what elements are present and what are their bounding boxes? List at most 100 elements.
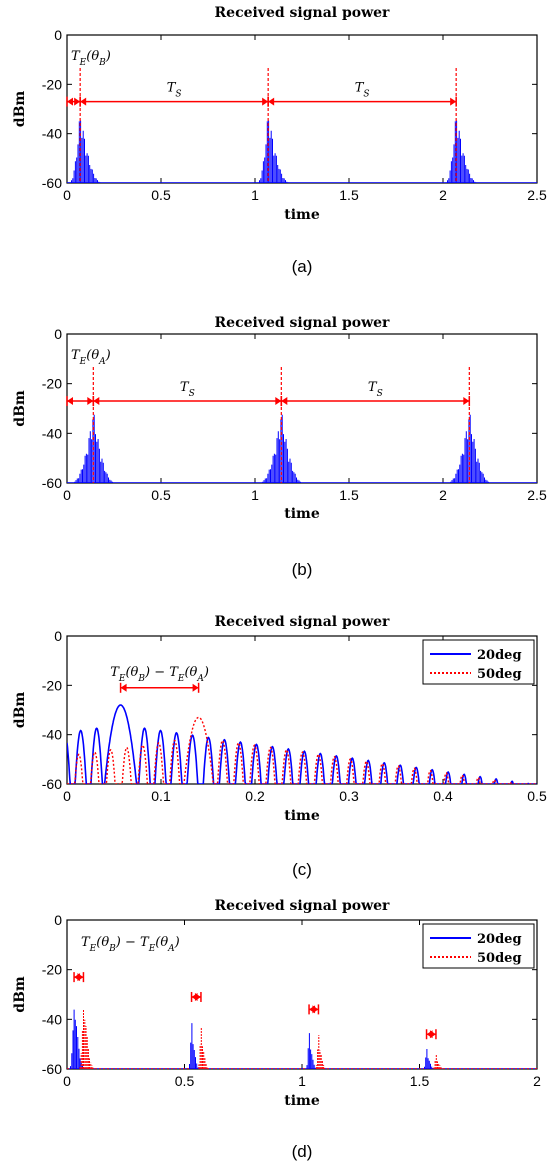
x-tick-label: 0 — [63, 187, 71, 203]
x-axis-label: time — [284, 207, 320, 223]
arrow-head — [87, 397, 94, 406]
x-tick-label: 0.3 — [339, 788, 359, 804]
x-tick-label: 2 — [533, 1073, 541, 1089]
pulse-burst — [445, 120, 478, 183]
plot-content — [67, 704, 537, 784]
y-tick-label: 0 — [54, 27, 62, 43]
arrow-head — [192, 683, 199, 692]
y-axis-label: dBm — [12, 91, 28, 128]
y-tick-label: -60 — [42, 475, 62, 491]
panel-caption: (c) — [292, 860, 312, 879]
x-tick-label: 0.4 — [433, 788, 453, 804]
panel-caption: (a) — [292, 257, 313, 276]
offset-annotation: TE(θA) — [71, 348, 111, 367]
y-tick-label: -60 — [42, 1061, 62, 1077]
x-tick-label: 0.5 — [527, 788, 547, 804]
arrow-head — [67, 97, 73, 106]
x-tick-label: 2.5 — [527, 487, 547, 503]
legend-label: 50deg — [477, 667, 522, 682]
delay-annotation: TE(θB) − TE(θA) — [110, 665, 209, 684]
x-tick-label: 0 — [63, 1073, 71, 1089]
x-tick-label: 2 — [439, 487, 447, 503]
x-tick-label: 1.5 — [410, 1073, 430, 1089]
arrow-head — [67, 397, 73, 406]
pulse-20deg — [189, 1023, 200, 1069]
pulse-50deg — [79, 1009, 95, 1069]
y-tick-label: -20 — [42, 76, 62, 92]
legend-box — [422, 923, 535, 969]
x-tick-label: 1 — [251, 487, 259, 503]
panel-d: Received signal power 0 0.5 1 1.5 2 0 -20 -40 -60… — [12, 898, 541, 1161]
pulse-burst — [257, 120, 290, 183]
x-tick-label: 0 — [63, 788, 71, 804]
offset-annotation: TE(θB) — [71, 49, 111, 68]
y-tick-label: 0 — [54, 912, 62, 928]
chart-title: Received signal power — [215, 898, 391, 914]
delay-annotation: TE(θB) − TE(θA) — [81, 935, 180, 954]
pulse-50deg — [315, 1035, 327, 1069]
y-tick-label: -60 — [42, 776, 62, 792]
x-tick-label: 1 — [298, 1073, 306, 1089]
x-tick-label: 0.1 — [151, 788, 171, 804]
y-tick-label: -60 — [42, 175, 62, 191]
arrow-head — [268, 97, 275, 106]
y-tick-label: 0 — [54, 326, 62, 342]
y-tick-label: -20 — [42, 376, 62, 392]
chart-title: Received signal power — [215, 614, 391, 630]
period-annotation: TS — [355, 81, 370, 100]
period-annotation: TS — [180, 380, 195, 399]
y-tick-label: -40 — [42, 126, 62, 142]
legend: 20deg 50deg — [422, 923, 535, 969]
y-tick-label: -40 — [42, 1011, 62, 1027]
arrow-head — [194, 992, 201, 1001]
arrow-head — [429, 1030, 436, 1039]
x-tick-label: 0.5 — [151, 487, 171, 503]
legend-label: 20deg — [477, 932, 522, 947]
legend-label: 20deg — [477, 648, 522, 663]
chart-title: Received signal power — [215, 315, 391, 331]
x-tick-label: 0 — [63, 487, 71, 503]
plot-content — [67, 414, 537, 483]
panel-b: Received signal power 0 0.5 1 1.5 2 2.5 0 -20 -40… — [12, 315, 547, 579]
arrow-head — [450, 97, 457, 106]
panel-a: Received signal power 0 0.5 1 1.5 2 2.5 0 -20 -40… — [12, 5, 547, 276]
arrow-head — [262, 97, 269, 106]
pulse-50deg — [198, 1027, 209, 1069]
x-axis-label: time — [284, 808, 320, 824]
panel-caption: (d) — [292, 1142, 313, 1161]
plot-area — [66, 34, 538, 184]
y-tick-label: 0 — [54, 628, 62, 644]
pulse-burst — [71, 414, 116, 483]
legend-label: 50deg — [477, 951, 522, 966]
series-line-20deg — [67, 704, 537, 784]
x-tick-label: 1.5 — [339, 487, 359, 503]
x-tick-label: 2 — [439, 187, 447, 203]
pulse-burst — [69, 120, 102, 183]
plot-content — [67, 120, 537, 183]
chart-title: Received signal power — [215, 5, 391, 21]
arrow-head — [80, 97, 87, 106]
pulse-20deg — [424, 1049, 435, 1069]
plot-area — [66, 333, 538, 484]
arrow-head — [93, 397, 100, 406]
arrow-head — [463, 397, 470, 406]
arrow-head — [312, 1005, 319, 1014]
period-annotation: TS — [368, 380, 383, 399]
arrow-head — [74, 97, 81, 106]
period-annotation: TS — [167, 81, 182, 100]
x-tick-label: 0.5 — [175, 1073, 195, 1089]
arrow-head — [77, 973, 84, 982]
y-tick-label: -40 — [42, 425, 62, 441]
x-tick-label: 1 — [251, 187, 259, 203]
legend: 20deg 50deg — [422, 639, 535, 685]
y-tick-label: -20 — [42, 962, 62, 978]
arrow-head — [120, 683, 127, 692]
x-axis-label: time — [284, 1093, 320, 1109]
pulse-burst — [259, 414, 304, 483]
panel-c: Received signal power 0 0.1 0.2 0.3 0.4 0.5 0 -2… — [12, 614, 547, 879]
pulse-burst — [447, 414, 492, 483]
arrow-head — [281, 397, 288, 406]
x-tick-label: 0.5 — [151, 187, 171, 203]
x-axis-label: time — [284, 506, 320, 522]
